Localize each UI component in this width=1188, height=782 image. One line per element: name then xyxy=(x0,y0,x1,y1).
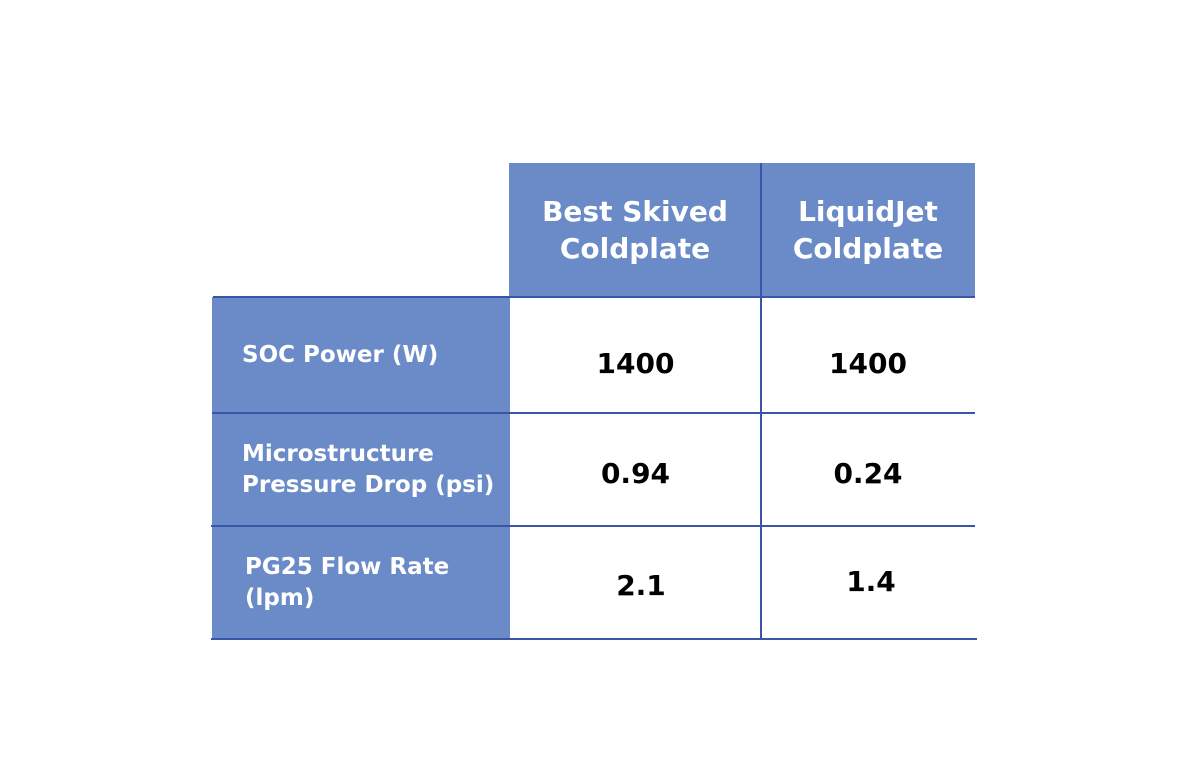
cell-soc-power-skived: 1400 xyxy=(596,346,675,380)
grid-line xyxy=(211,525,975,527)
grid-line xyxy=(212,412,975,414)
row-header-pressure-drop: Microstructure Pressure Drop (psi) xyxy=(212,413,510,526)
grid-line xyxy=(211,638,977,640)
column-header-liquidjet: LiquidJet Coldplate xyxy=(761,163,975,297)
row-header-flow-rate: PG25 Flow Rate (lpm) xyxy=(212,526,510,639)
cell-flow-rate-skived: 2.1 xyxy=(616,568,666,602)
cell-pressure-drop-skived: 0.94 xyxy=(600,456,671,490)
cell-pressure-drop-liquidjet: 0.24 xyxy=(833,456,903,490)
cell-flow-rate-liquidjet: 1.4 xyxy=(846,564,896,598)
grid-line xyxy=(760,163,762,639)
column-header-best-skived: Best Skived Coldplate xyxy=(509,163,761,297)
row-header-soc-power: SOC Power (W) xyxy=(212,297,510,413)
cell-soc-power-liquidjet: 1400 xyxy=(829,346,907,380)
grid-line xyxy=(213,296,975,298)
